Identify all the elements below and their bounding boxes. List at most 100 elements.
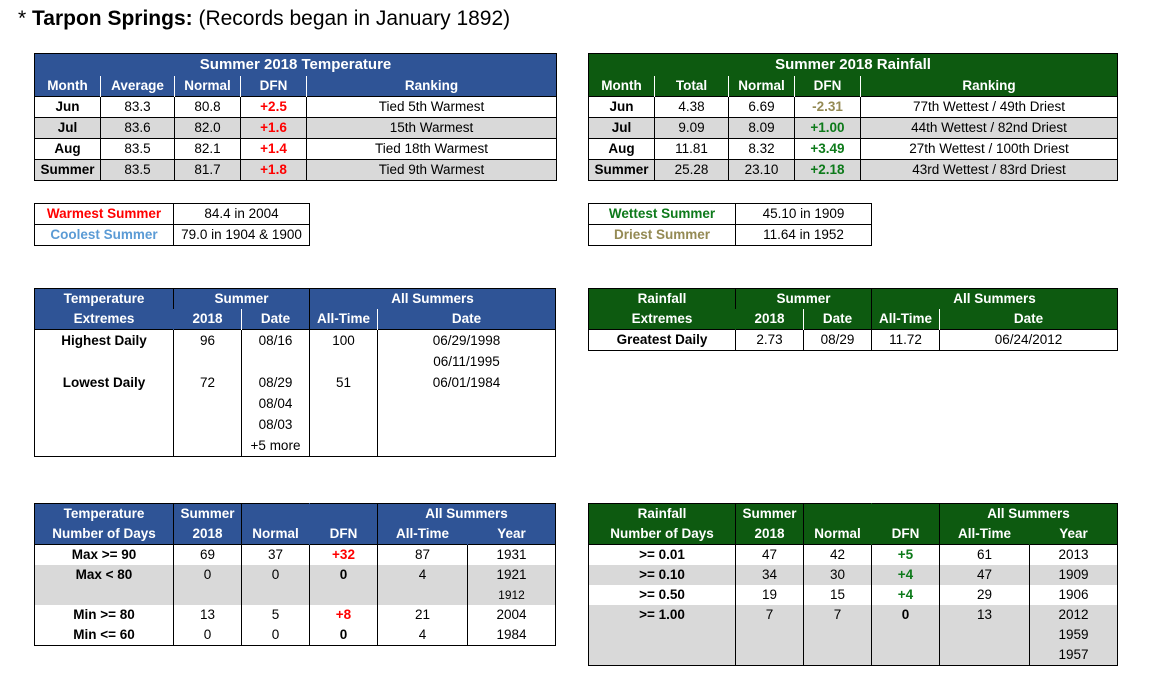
year-cell: 2012 [1029,605,1118,625]
col-ranking: Ranking [859,76,1118,97]
value-cell: 15 [803,585,872,605]
header-2018: 2018 [735,309,804,330]
wettest-summer-value: 45.10 in 1909 [735,203,872,225]
header-all-time: All-Time [939,524,1030,545]
dfn-cell [871,645,940,666]
month-cell: Jul [34,117,101,139]
year-cell: 2004 [467,605,556,625]
value-cell [803,645,872,666]
value-cell: 7 [803,605,872,625]
row-label: >= 0.50 [639,587,685,602]
value-cell: 06/24/2012 [939,329,1118,351]
header-all-time: All-Time [871,309,940,330]
table-row: Jul 83.6 82.0 +1.6 15th Warmest [34,117,557,139]
header-all-summers: All Summers [377,503,556,524]
year-cell: 2013 [1029,544,1118,565]
value-cell: 4 [377,625,468,646]
value-cell: 69 [173,544,242,565]
row-label: >= 0.01 [639,547,685,562]
date-value: 08/16 [258,333,293,348]
dfn-cell: +1.00 [794,117,861,139]
month-cell: Summer [588,159,655,181]
extreme-labels: Highest Daily Lowest Daily [35,330,174,457]
value-cell: 47 [735,544,804,565]
row-label: >= 0.10 [588,565,736,585]
header-2018: 2018 [173,309,242,330]
dfn-cell: +8 [309,605,378,625]
value-cell [735,625,804,645]
ranking-cell: 15th Warmest [305,117,557,139]
value-cell: 8.32 [728,138,795,160]
header-blank [309,503,378,524]
year-cell: 1931 [467,544,556,565]
header-number-of-days: Number of Days [52,526,156,541]
col-month: Month [47,78,88,93]
value-cell: 82.0 [174,117,241,139]
rainfall-days-table: Rainfall Summer All Summers Number of Da… [588,503,1118,666]
temperature-records-table: Warmest Summer 84.4 in 2004 Coolest Summ… [34,203,310,246]
col-dfn: DFN [794,76,861,97]
value-cell: 0 [241,625,310,646]
header-summer: Summer [735,503,804,524]
warmest-summer-label: Warmest Summer [34,203,174,225]
date-value: 08/03 [258,417,293,432]
table-row: 1959 [588,625,1118,645]
value-cell [241,585,310,605]
value-cell: 34 [735,565,804,585]
dfn-cell: +1.4 [240,138,307,160]
ranking-cell: 43rd Wettest / 83rd Driest [859,159,1118,181]
dfn-cell: +2.5 [240,96,307,118]
table-row: Summer 25.28 23.10 +2.18 43rd Wettest / … [588,159,1118,181]
month-cell: Jul [588,117,655,139]
value-cell: 37 [241,544,310,565]
rainfall-extremes-table: Rainfall Summer All Summers Extremes 201… [588,288,1118,351]
col-ranking: Ranking [305,76,557,97]
col-average: Average [100,76,175,97]
header-all-summers: All Summers [939,503,1118,524]
temperature-extremes-table: Temperature Summer All Summers Extremes … [34,288,556,457]
header-extremes: Extremes [73,311,135,326]
dfn-cell: +5 [871,544,940,565]
dfn-cell: +32 [309,544,378,565]
row-label: Max < 80 [34,565,174,585]
table-row: Aug 83.5 82.1 +1.4 Tied 18th Warmest [34,138,557,160]
table-row: 1957 [588,645,1118,666]
header-normal: Normal [803,524,872,545]
header-date: Date [241,309,310,330]
value-cell: 21 [377,605,468,625]
value-cell [939,625,1030,645]
value-cell: 83.5 [100,159,175,181]
header-2018: 2018 [735,524,804,545]
month-cell: Aug [34,138,101,160]
row-label [588,625,736,645]
header-2018: 2018 [173,524,242,545]
title-prefix: * [18,7,33,30]
year-cell: 1959 [1029,625,1118,645]
highest-daily-label: Highest Daily [61,333,147,348]
table-row: 1912 [34,585,556,605]
value-cell [173,585,242,605]
year-cell: 1984 [467,625,556,646]
title-location: Tarpon Springs: [32,7,193,30]
table-row: Greatest Daily 2.73 08/29 11.72 06/24/20… [589,329,1118,351]
wettest-summer-label: Wettest Summer [588,203,736,225]
row-label [588,645,736,666]
table-row: Summer 83.5 81.7 +1.8 Tied 9th Warmest [34,159,557,181]
table-row: Jul 9.09 8.09 +1.00 44th Wettest / 82nd … [588,117,1118,139]
rainfall-records-table: Wettest Summer 45.10 in 1909 Driest Summ… [588,203,872,246]
date-value: 06/01/1984 [432,375,501,390]
temperature-caption: Summer 2018 Temperature [199,56,392,73]
highest-summer-value: 96 [199,333,216,348]
value-cell: 81.7 [174,159,241,181]
dfn-cell [309,585,378,605]
value-cell: 47 [939,565,1030,585]
date-value: 06/11/1995 [433,354,500,369]
header-summer: Summer [735,288,872,309]
value-cell: 8.09 [728,117,795,139]
value-cell: 30 [803,565,872,585]
col-total: Total [654,76,729,97]
value-cell: 83.3 [100,96,175,118]
more-dates-note: +5 more [250,438,301,453]
warmest-summer-value: 84.4 in 2004 [173,203,310,225]
header-year: Year [467,524,556,545]
